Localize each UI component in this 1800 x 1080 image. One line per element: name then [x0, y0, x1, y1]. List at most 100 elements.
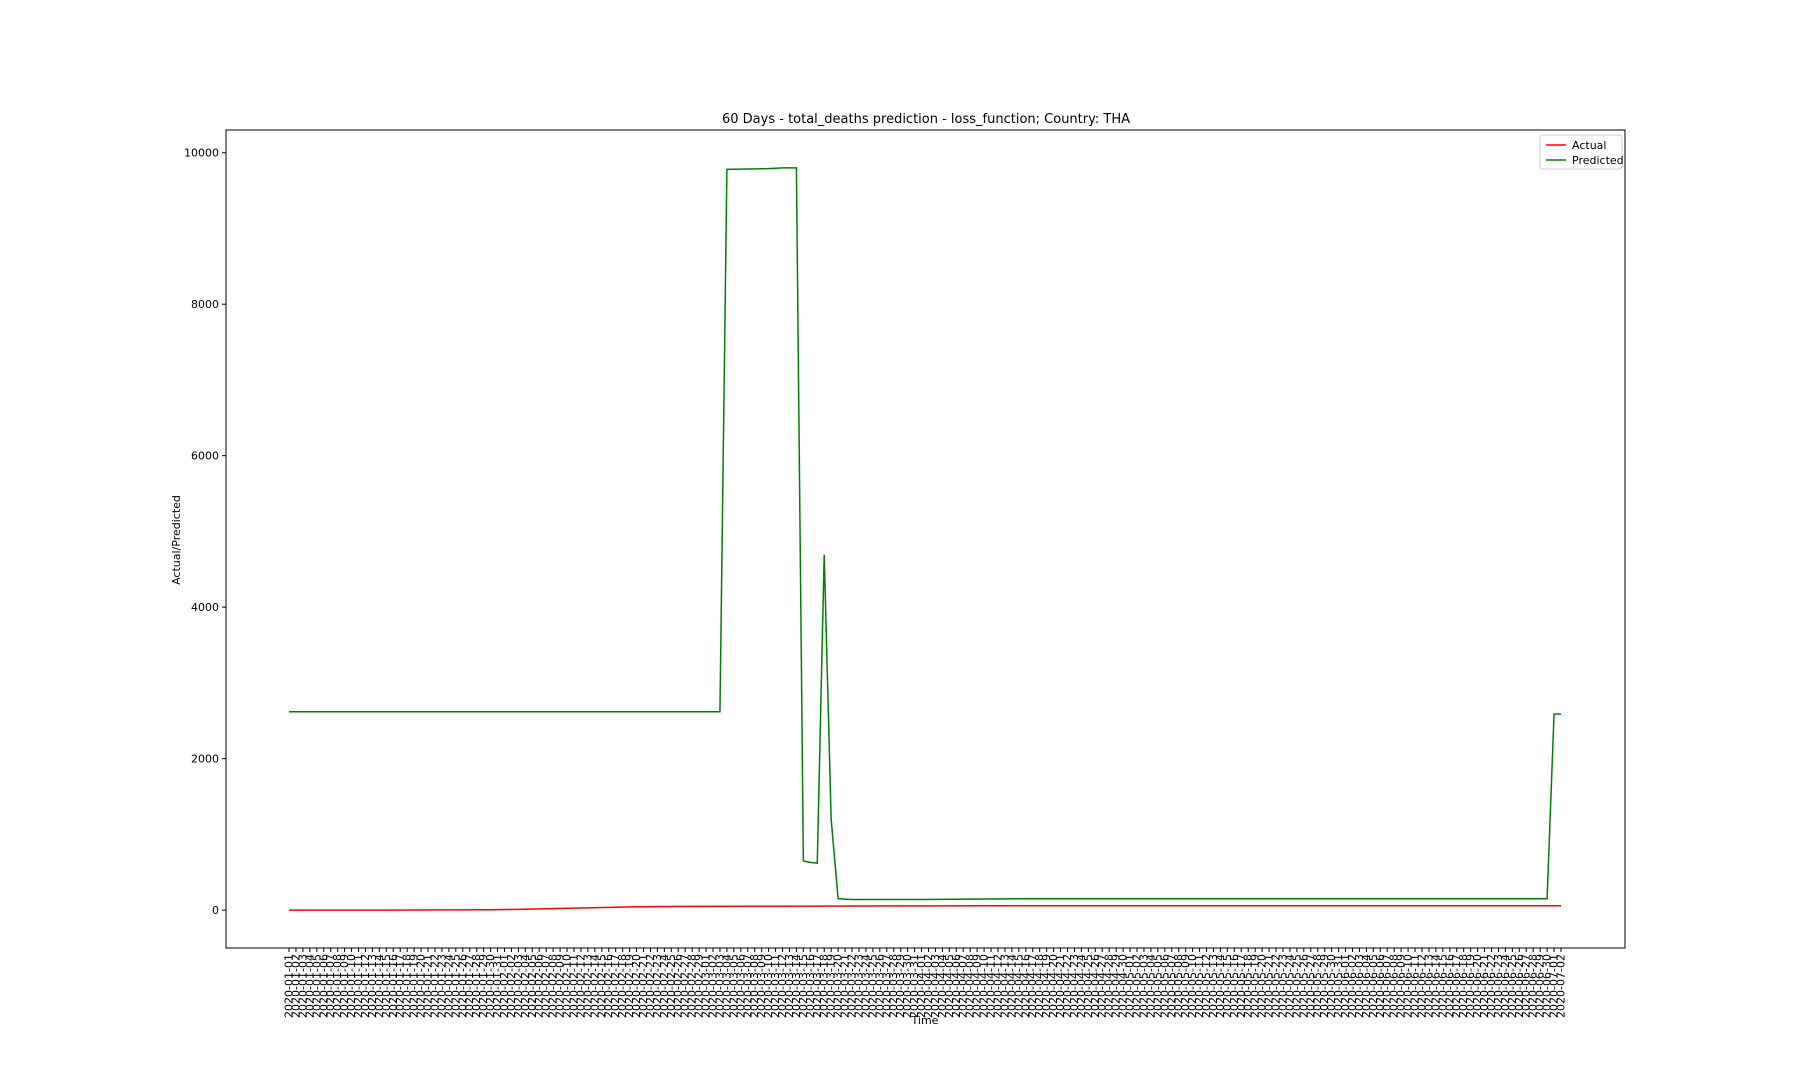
x-tick-label: 2020-06-26	[1513, 954, 1526, 1018]
x-tick-label: 2020-01-26	[456, 954, 469, 1018]
x-tick-label: 2020-03-10	[762, 954, 775, 1018]
x-tick-label: 2020-04-28	[1103, 954, 1116, 1018]
x-tick-label: 2020-02-22	[644, 954, 657, 1018]
x-tick-label: 2020-02-09	[554, 954, 567, 1018]
x-tick-label: 2020-06-06	[1374, 954, 1387, 1018]
x-tick-label: 2020-04-24	[1075, 954, 1088, 1018]
x-tick-label: 2020-05-15	[1221, 954, 1234, 1018]
x-tick-label: 2020-04-17	[1026, 954, 1039, 1018]
x-tick-label: 2020-05-25	[1290, 954, 1303, 1018]
x-tick-label: 2020-01-18	[401, 954, 414, 1018]
x-tick-label: 2020-01-28	[470, 954, 483, 1018]
x-tick-label: 2020-05-14	[1214, 954, 1227, 1018]
x-tick-label: 2020-06-01	[1339, 954, 1352, 1018]
x-tick-label: 2020-06-05	[1367, 954, 1380, 1018]
x-tick-label: 2020-01-12	[359, 954, 372, 1018]
x-tick-label: 2020-03-25	[866, 954, 879, 1018]
x-tick-label: 2020-06-07	[1381, 954, 1394, 1018]
x-tick-label: 2020-03-28	[887, 954, 900, 1018]
x-tick-label: 2020-02-18	[616, 954, 629, 1018]
x-tick-label: 2020-05-01	[1124, 954, 1137, 1018]
x-tick-label: 2020-06-24	[1499, 954, 1512, 1018]
x-tick-label: 2020-05-04	[1144, 954, 1157, 1018]
x-tick-label: 2020-06-23	[1492, 954, 1505, 1018]
x-tick-label: 2020-01-13	[366, 954, 379, 1018]
x-tick-label: 2020-05-18	[1242, 954, 1255, 1018]
y-axis-label: Actual/Predicted	[170, 495, 183, 585]
x-axis-label: Time	[911, 1014, 939, 1027]
x-tick-label: 2020-01-01	[283, 954, 296, 1018]
x-tick-label: 2020-06-14	[1429, 954, 1442, 1018]
x-tick-label: 2020-01-24	[442, 954, 455, 1018]
x-tick-label: 2020-06-15	[1436, 954, 1449, 1018]
x-tick-label: 2020-05-19	[1249, 954, 1262, 1018]
x-tick-label: 2020-01-06	[317, 954, 330, 1018]
x-tick-label: 2020-02-13	[581, 954, 594, 1018]
x-tick-label: 2020-03-02	[707, 954, 720, 1018]
x-tick-label: 2020-04-05	[943, 954, 956, 1018]
x-tick-label: 2020-01-30	[484, 954, 497, 1018]
x-tick-label: 2020-04-09	[971, 954, 984, 1018]
x-tick-label: 2020-01-11	[352, 954, 365, 1018]
x-tick-label: 2020-06-28	[1527, 954, 1540, 1018]
x-tick-label: 2020-03-05	[727, 954, 740, 1018]
x-tick-label: 2020-02-07	[540, 954, 553, 1018]
x-tick-label: 2020-03-18	[818, 954, 831, 1018]
x-tick-label: 2020-05-27	[1304, 954, 1317, 1018]
x-tick-label: 2020-05-05	[1151, 954, 1164, 1018]
x-tick-label: 2020-06-10	[1402, 954, 1415, 1018]
x-tick-label: 2020-01-05	[310, 954, 323, 1018]
x-tick-label: 2020-01-23	[435, 954, 448, 1018]
x-tick-label: 2020-03-30	[901, 954, 914, 1018]
x-tick-label: 2020-04-08	[964, 954, 977, 1018]
x-tick-label: 2020-04-10	[978, 954, 991, 1018]
x-tick-label: 2020-04-01	[915, 954, 928, 1018]
x-tick-label: 2020-04-14	[1005, 954, 1018, 1018]
x-tick-label: 2020-03-07	[741, 954, 754, 1018]
x-tick-label: 2020-03-06	[734, 954, 747, 1018]
x-tick-label: 2020-03-20	[832, 954, 845, 1018]
x-axis: 2020-01-012020-01-022020-01-032020-01-04…	[283, 948, 1568, 1018]
x-tick-label: 2020-05-13	[1207, 954, 1220, 1018]
x-tick-label: 2020-01-22	[428, 954, 441, 1018]
x-tick-label: 2020-04-07	[957, 954, 970, 1018]
x-tick-label: 2020-02-10	[561, 954, 574, 1018]
x-tick-label: 2020-02-27	[679, 954, 692, 1018]
y-tick-label: 6000	[191, 450, 219, 463]
x-tick-label: 2020-06-25	[1506, 954, 1519, 1018]
x-tick-label: 2020-02-03	[512, 954, 525, 1018]
x-tick-label: 2020-03-22	[846, 954, 859, 1018]
y-axis: 0 2000 4000 6000 8000 10000	[184, 147, 226, 917]
x-tick-label: 2020-04-11	[985, 954, 998, 1018]
x-tick-label: 2020-01-19	[408, 954, 421, 1018]
x-tick-label: 2020-02-02	[505, 954, 518, 1018]
x-tick-label: 2020-02-05	[526, 954, 539, 1018]
x-tick-label: 2020-04-25	[1082, 954, 1095, 1018]
y-tick-label: 2000	[191, 753, 219, 766]
x-tick-label: 2020-05-12	[1200, 954, 1213, 1018]
x-tick-label: 2020-05-30	[1325, 954, 1338, 1018]
x-tick-label: 2020-03-17	[811, 954, 824, 1018]
x-tick-label: 2020-02-12	[574, 954, 587, 1018]
x-tick-label: 2020-03-23	[852, 954, 865, 1018]
x-tick-label: 2020-01-04	[303, 954, 316, 1018]
x-tick-label: 2020-03-03	[713, 954, 726, 1018]
series-line-actual	[289, 904, 1561, 911]
y-tick-label: 0	[212, 904, 219, 917]
x-tick-label: 2020-02-04	[519, 954, 532, 1018]
legend: Actual Predicted	[1539, 134, 1624, 170]
x-tick-label: 2020-06-16	[1443, 954, 1456, 1018]
x-tick-label: 2020-01-02	[289, 954, 302, 1018]
x-tick-label: 2020-02-20	[630, 954, 643, 1018]
x-tick-label: 2020-03-04	[720, 954, 733, 1018]
x-tick-label: 2020-03-01	[700, 954, 713, 1018]
x-tick-label: 2020-02-24	[658, 954, 671, 1018]
x-tick-label: 2020-02-19	[623, 954, 636, 1018]
x-tick-label: 2020-02-16	[602, 954, 615, 1018]
x-tick-label: 2020-07-02	[1555, 954, 1568, 1018]
x-tick-label: 2020-04-22	[1061, 954, 1074, 1018]
x-tick-label: 2020-03-19	[825, 954, 838, 1018]
x-tick-label: 2020-06-18	[1457, 954, 1470, 1018]
x-tick-label: 2020-01-16	[387, 954, 400, 1018]
